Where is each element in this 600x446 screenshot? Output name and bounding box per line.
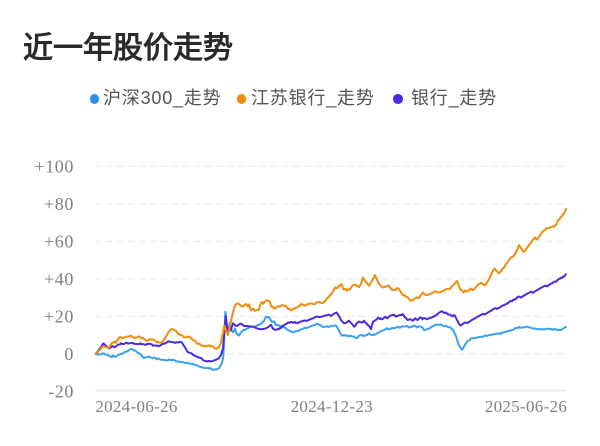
svg-text:2024-12-23: 2024-12-23 <box>291 397 373 416</box>
svg-text:+60: +60 <box>44 232 74 252</box>
svg-text:2024-06-26: 2024-06-26 <box>95 397 177 416</box>
svg-text:+40: +40 <box>44 269 74 289</box>
svg-text:0: 0 <box>64 344 74 364</box>
svg-text:+80: +80 <box>44 194 74 214</box>
svg-text:2025-06-26: 2025-06-26 <box>485 397 567 416</box>
svg-text:-20: -20 <box>48 382 74 402</box>
svg-text:+20: +20 <box>44 307 74 327</box>
svg-text:+100: +100 <box>34 157 74 177</box>
